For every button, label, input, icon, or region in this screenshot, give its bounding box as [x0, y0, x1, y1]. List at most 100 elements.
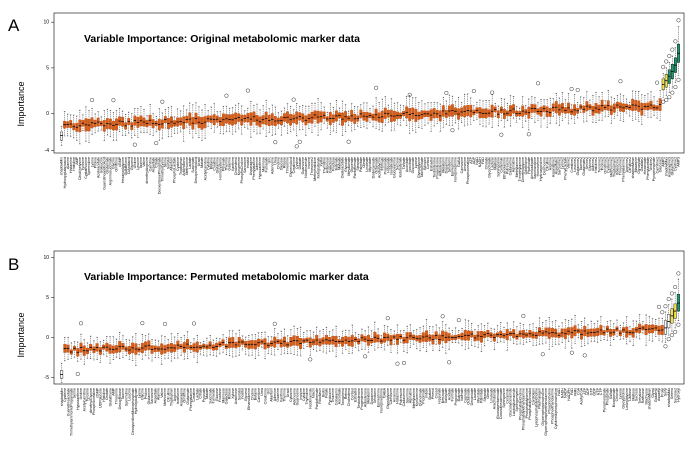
category-label: PhosphoCholine — [240, 157, 244, 183]
box-96 — [366, 326, 370, 353]
category-label: Carnosine — [460, 157, 464, 173]
category-label: Creatine — [212, 157, 216, 171]
box-66 — [270, 336, 274, 355]
box-186 — [625, 98, 628, 114]
box-21 — [124, 339, 128, 356]
box-128 — [447, 94, 451, 126]
category-label: Chloride — [615, 388, 619, 401]
category-label: Maltose — [631, 388, 635, 401]
category-label: Glycylglycine — [386, 388, 390, 409]
category-label: Hydroxybutyrate — [134, 388, 138, 414]
category-label: Citrate — [199, 388, 203, 399]
box-184 — [618, 79, 623, 121]
box-172 — [612, 323, 616, 340]
box-183 — [615, 95, 619, 116]
box-167 — [596, 320, 600, 343]
category-label: Phenylalanine — [252, 157, 256, 180]
box-49 — [206, 110, 210, 127]
outlier — [667, 95, 672, 100]
box-27 — [144, 335, 148, 356]
category-label: Tyrosine2 — [597, 157, 601, 173]
category-label: Butyrate — [457, 388, 461, 401]
outlier — [535, 81, 540, 86]
category-label: Histidine — [72, 157, 76, 171]
box-40 — [179, 110, 183, 133]
box-105 — [377, 102, 381, 131]
box-179 — [603, 100, 607, 118]
outlier — [471, 89, 476, 94]
box-81 — [318, 330, 322, 351]
category-label: Adenosine — [270, 157, 274, 174]
box-164 — [557, 97, 561, 126]
category-label: Asparagine — [249, 157, 253, 175]
box-168 — [569, 86, 574, 120]
box-5 — [72, 114, 76, 139]
outlier — [273, 140, 278, 145]
category-label: Serine — [164, 157, 168, 167]
category-label: shadowMin — [60, 157, 64, 175]
y-tick-label: 5 — [46, 65, 49, 71]
box-127 — [444, 90, 449, 125]
outlier — [450, 128, 455, 133]
category-label: Arginine2 — [625, 157, 629, 172]
category-label: NADP — [564, 387, 568, 398]
y-tick-label: 10 — [43, 255, 49, 261]
box-159 — [542, 99, 546, 120]
box-72 — [289, 329, 293, 354]
box-8 — [81, 114, 85, 131]
outlier — [569, 350, 574, 355]
box-14 — [99, 116, 103, 131]
box-51 — [221, 334, 225, 354]
category-label: DeoxyuridineMonophosphate — [131, 388, 135, 435]
box-180 — [638, 314, 642, 340]
category-label: Lysophosphatidylcholine — [535, 388, 539, 427]
box-166 — [592, 323, 596, 342]
category-label: Lyxose — [618, 388, 622, 399]
category-label: Methylhistidine — [313, 157, 317, 181]
box-37 — [176, 333, 180, 359]
box-85 — [331, 329, 335, 352]
box-116 — [431, 326, 435, 351]
outlier — [385, 316, 390, 321]
category-label: Hydroxyproline — [539, 157, 543, 181]
box-190 — [637, 91, 641, 122]
box-67 — [261, 105, 265, 130]
box-15 — [102, 110, 106, 141]
category-label: DeoxyRibose — [118, 388, 122, 409]
box-54 — [231, 330, 235, 358]
box-114 — [405, 96, 409, 126]
category-label: Aminoadipate — [530, 157, 534, 179]
category-label: Fumarate — [212, 388, 216, 403]
box-98 — [373, 321, 377, 351]
category-label: Thymidine — [305, 388, 309, 405]
category-label: Acetylcarnitine — [82, 388, 86, 411]
box-147 — [506, 102, 509, 121]
box-140 — [508, 328, 512, 341]
box-139 — [505, 322, 509, 351]
category-label: Agmatine — [512, 157, 516, 172]
box-131 — [479, 323, 483, 352]
category-label: Mannose — [261, 157, 265, 172]
box-177 — [628, 326, 632, 342]
outlier — [666, 297, 671, 302]
category-label: Citrulline2 — [628, 157, 632, 173]
category-label: Tryptophan — [179, 157, 183, 175]
category-label: Carnitine2 — [655, 157, 659, 173]
category-label: Tryptophan — [170, 388, 174, 406]
category-label: Glycyl — [651, 388, 655, 398]
box-115 — [428, 326, 432, 346]
box-148 — [509, 95, 512, 127]
y-tick-label: 5 — [46, 295, 49, 301]
box-105 — [395, 324, 400, 366]
box-8 — [82, 339, 86, 365]
category-label: Mevalonate — [347, 157, 351, 176]
category-label: Glutamate — [186, 388, 190, 405]
outlier — [447, 360, 452, 365]
box-90 — [331, 107, 335, 132]
category-label: Cytosine — [289, 388, 293, 402]
box-44 — [191, 104, 195, 139]
box-183 — [647, 316, 651, 341]
box-133 — [463, 93, 467, 127]
y-tick-label: 10 — [43, 20, 49, 26]
box-127 — [466, 320, 470, 349]
